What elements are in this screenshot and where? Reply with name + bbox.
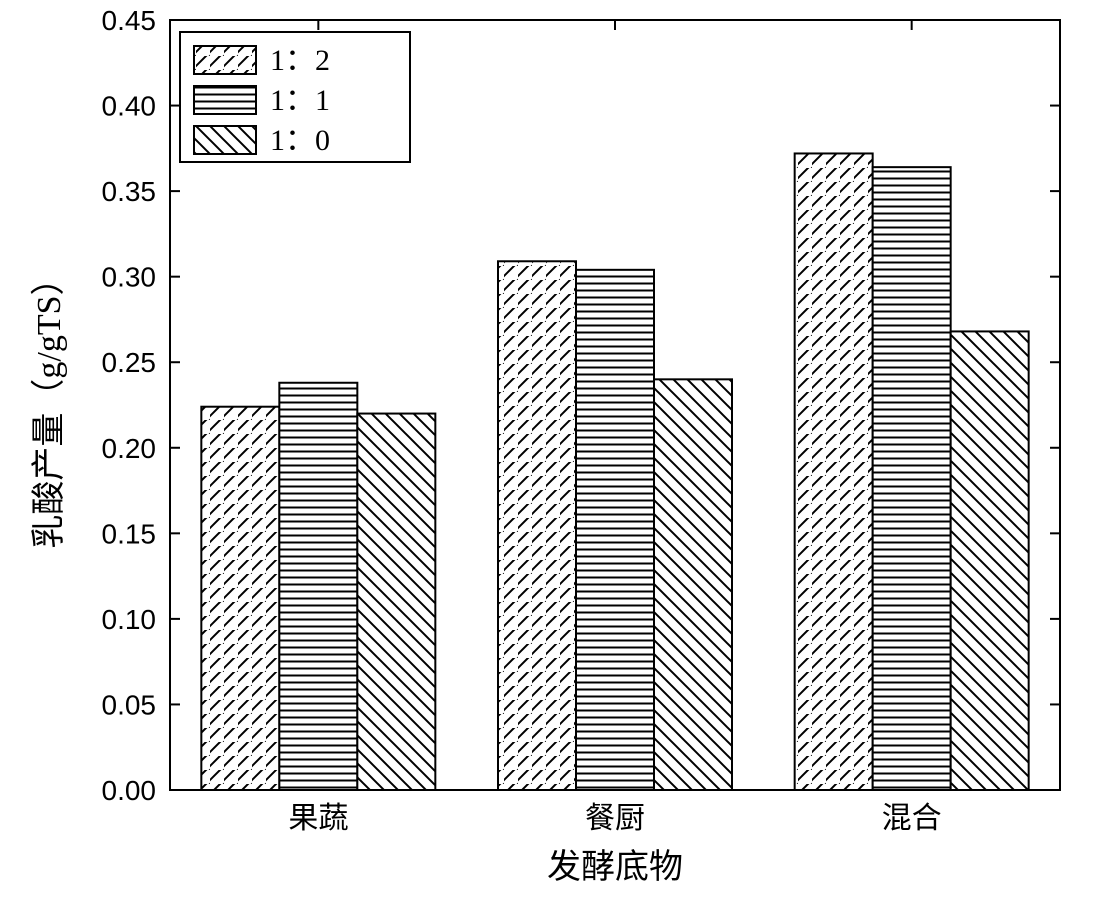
bar bbox=[201, 407, 279, 790]
legend-label: 1：1 bbox=[270, 84, 330, 117]
bar bbox=[357, 414, 435, 790]
bar bbox=[951, 331, 1029, 790]
y-tick-label: 0.15 bbox=[102, 518, 157, 549]
legend-swatch bbox=[194, 46, 256, 74]
bar bbox=[873, 167, 951, 790]
x-tick-label: 混合 bbox=[882, 802, 942, 835]
y-tick-label: 0.30 bbox=[102, 262, 157, 293]
bar bbox=[279, 383, 357, 790]
legend-swatch bbox=[194, 86, 256, 114]
bar bbox=[576, 270, 654, 790]
bar-chart: 0.00 0.05 0.10 0.15 0.20 0.25 0.30 0.35 0.40 0.45… bbox=[0, 0, 1093, 900]
y-tick-label: 0.45 bbox=[102, 5, 157, 36]
legend-label: 1：0 bbox=[270, 124, 330, 157]
y-tick-label: 0.25 bbox=[102, 347, 157, 378]
x-tick-label: 果蔬 bbox=[288, 802, 348, 835]
chart-container: 0.00 0.05 0.10 0.15 0.20 0.25 0.30 0.35 0.40 0.45… bbox=[0, 0, 1093, 900]
x-tick-label: 餐厨 bbox=[585, 802, 645, 835]
y-tick-label: 0.40 bbox=[102, 91, 157, 122]
y-tick-label: 0.05 bbox=[102, 689, 157, 720]
y-tick-label: 0.00 bbox=[102, 775, 157, 806]
y-tick-label: 0.10 bbox=[102, 604, 157, 635]
bar bbox=[795, 153, 873, 790]
legend-label: 1：2 bbox=[270, 44, 330, 77]
y-tick-label: 0.20 bbox=[102, 433, 157, 464]
y-tick-label: 0.35 bbox=[102, 176, 157, 207]
bar bbox=[498, 261, 576, 790]
y-axis-label: 乳酸产量（g/gTS） bbox=[30, 261, 68, 548]
x-axis-label: 发酵底物 bbox=[547, 848, 683, 886]
legend-swatch bbox=[194, 126, 256, 154]
bar bbox=[654, 379, 732, 790]
